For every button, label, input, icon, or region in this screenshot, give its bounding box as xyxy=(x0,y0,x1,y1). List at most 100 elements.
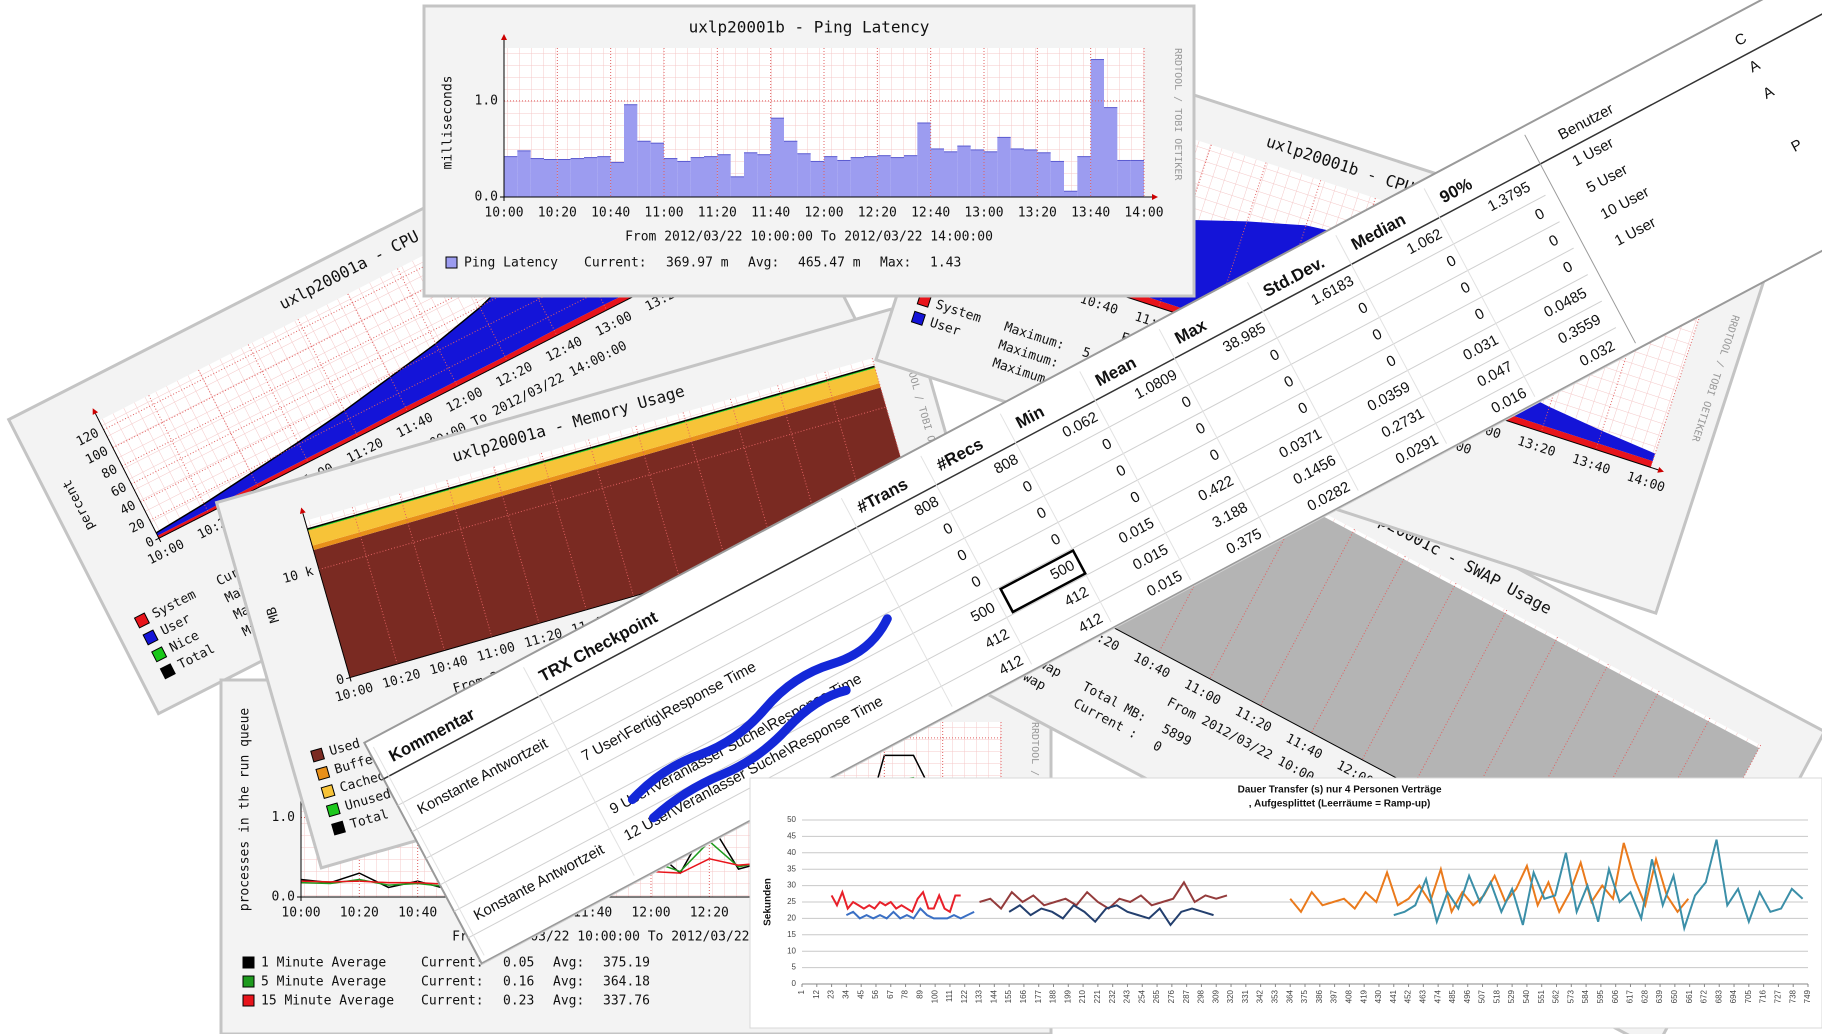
bar xyxy=(517,150,531,197)
grid-line-x xyxy=(399,493,445,651)
x-tick-label: 496 xyxy=(1463,989,1472,1003)
x-tick-label: 10:40 xyxy=(398,906,437,921)
line xyxy=(845,907,975,920)
panel: uxlp20001b - Ping Latency 0.0 1.0 10:00 10:2… xyxy=(422,4,1196,298)
legend-swatch xyxy=(320,784,336,799)
x-tick-label: 155 xyxy=(1004,989,1013,1003)
x-tick-label: 573 xyxy=(1566,989,1575,1003)
bar xyxy=(610,162,624,197)
bar xyxy=(744,152,758,197)
x-tick-label: 12:00 xyxy=(631,906,670,921)
x-tick-label: 672 xyxy=(1700,989,1709,1003)
legend-swatch xyxy=(133,612,150,629)
subtitle: From 2012/03/22 10:00:00 To 2012/03/22 1… xyxy=(625,230,993,245)
row-rule xyxy=(411,221,1560,833)
x-tick-label: 199 xyxy=(1063,989,1072,1003)
x-tick-label: 386 xyxy=(1315,989,1324,1003)
bar xyxy=(1104,107,1118,197)
legend-swatch xyxy=(310,747,325,763)
cell-highlight xyxy=(998,548,1087,614)
legend-stat: Avg: xyxy=(553,994,584,1009)
x-tick-label: 364 xyxy=(1285,989,1294,1003)
x-tick-label: 243 xyxy=(1123,989,1132,1003)
area xyxy=(157,230,756,539)
bar xyxy=(557,159,571,197)
x-tick-label: 353 xyxy=(1271,989,1280,1003)
bar xyxy=(664,158,678,197)
y-tick-label: 20 xyxy=(787,914,796,923)
x-tick-label: 584 xyxy=(1581,989,1590,1003)
axis-arrow xyxy=(92,408,99,415)
x-tick-label: 650 xyxy=(1670,989,1679,1003)
y-axis xyxy=(94,413,162,543)
x-tick-label: 210 xyxy=(1078,989,1087,1003)
x-tick-label: 287 xyxy=(1182,989,1191,1003)
watermark: RRDTOOL / TOBI OETIKER xyxy=(1172,48,1183,181)
axis-arrow xyxy=(1152,194,1158,200)
legend-swatch xyxy=(910,310,926,326)
row-rule xyxy=(425,247,1574,859)
bar xyxy=(1010,148,1024,197)
bar xyxy=(584,157,598,197)
column-rule xyxy=(1335,235,1448,444)
column-rule xyxy=(372,746,485,956)
y-tick-label: 60 xyxy=(109,480,130,500)
x-tick-label: 10:00 xyxy=(484,206,523,221)
y-tick-label: 40 xyxy=(118,498,139,518)
bar xyxy=(650,143,664,197)
x-tick-label: 408 xyxy=(1344,989,1353,1003)
legend-stat: Current: xyxy=(421,994,484,1009)
x-tick-label: 342 xyxy=(1256,989,1265,1003)
legend-swatch xyxy=(159,663,176,680)
x-tick-label: 419 xyxy=(1359,989,1368,1003)
x-tick-label: 430 xyxy=(1374,989,1383,1003)
bar xyxy=(730,176,744,197)
legend-swatch xyxy=(315,765,331,781)
line xyxy=(830,889,961,914)
panel-title: uxlp20001b - Ping Latency xyxy=(689,18,930,37)
y-axis-label: processes in the run queue xyxy=(238,708,253,912)
bar xyxy=(1117,160,1131,197)
x-tick-label: 12:20 xyxy=(690,906,729,921)
x-tick-label: 10:40 xyxy=(591,206,630,221)
legend-stat: 1.43 xyxy=(930,256,961,271)
axis-arrow xyxy=(299,507,306,515)
x-tick-label: 617 xyxy=(1626,989,1635,1003)
column-rule xyxy=(999,413,1112,623)
bar xyxy=(944,151,958,197)
axis-arrow xyxy=(501,34,507,40)
x-tick-label: 111 xyxy=(945,989,954,1002)
y-tick-label: 1.0 xyxy=(475,93,498,108)
grid-line xyxy=(318,406,887,571)
area xyxy=(312,383,881,551)
legend-stat: Max: xyxy=(880,256,911,271)
legend-swatch xyxy=(142,629,159,646)
x-tick-label: 12 xyxy=(812,989,821,998)
x-tick-label: 639 xyxy=(1655,989,1664,1003)
header-rule xyxy=(383,0,1822,780)
x-tick-label: 89 xyxy=(915,989,924,998)
axis-arrow xyxy=(1657,467,1664,473)
y-tick-label: 5 xyxy=(792,963,797,972)
grid-line-x xyxy=(540,453,587,610)
redaction-scribble xyxy=(627,614,892,823)
bar xyxy=(770,118,784,197)
legend-stat: 369.97 m xyxy=(666,256,729,271)
legend-stat: 0.16 xyxy=(503,975,534,990)
legend-swatch xyxy=(151,646,168,663)
legend-label: 1 Minute Average xyxy=(261,956,386,971)
y-axis-label: milliseconds xyxy=(441,76,456,170)
legend-stat: 0.05 xyxy=(503,956,534,971)
x-tick-label: 144 xyxy=(989,989,998,1003)
bar xyxy=(904,155,918,197)
x-tick-label: 540 xyxy=(1522,989,1531,1003)
bar xyxy=(837,160,851,197)
x-tick-label: 13:00 xyxy=(964,206,1003,221)
x-tick-label: 474 xyxy=(1433,989,1442,1003)
bar xyxy=(704,156,718,197)
x-tick-label: 11:40 xyxy=(751,206,790,221)
x-tick-label: 254 xyxy=(1137,989,1146,1003)
y-tick-label: 20 xyxy=(127,516,148,536)
side-rule xyxy=(1524,134,1636,344)
x-tick-label: 529 xyxy=(1507,989,1516,1003)
